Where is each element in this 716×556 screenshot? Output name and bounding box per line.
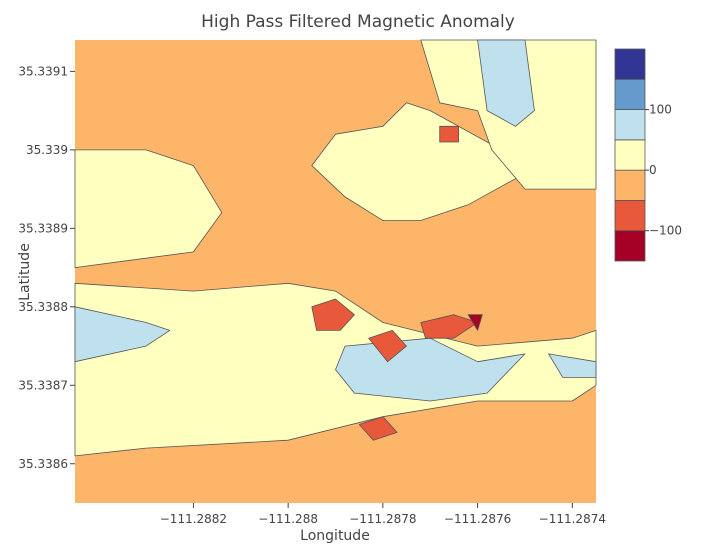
x-tick-label-3: −111.2876 xyxy=(444,512,511,526)
y-tick-label-0: 35.3386 xyxy=(18,457,68,471)
y-tick-label-2: 35.3388 xyxy=(18,300,68,314)
chart-title: High Pass Filtered Magnetic Anomaly xyxy=(201,12,515,32)
colorbar-band-3 xyxy=(614,139,646,171)
y-tick-label-1: 35.3387 xyxy=(18,378,68,392)
colorbar-tick-label-0: 100 xyxy=(649,103,672,117)
x-tick-label-0: −111.2882 xyxy=(160,512,227,526)
contour-region-12 xyxy=(439,125,459,143)
contour-region-0 xyxy=(74,149,223,268)
contour-region-4 xyxy=(74,306,171,363)
colorbar-band-5 xyxy=(614,78,646,110)
x-tick-label-2: −111.2878 xyxy=(349,512,416,526)
colorbar: 100 0 −100 xyxy=(614,48,682,262)
colorbar-band-1 xyxy=(614,200,646,232)
y-axis: 35.3386 35.3387 35.3388 35.3389 35.339 35.339… xyxy=(18,64,75,471)
x-tick-label-1: −111.288 xyxy=(258,512,318,526)
plot-area[interactable] xyxy=(74,39,597,503)
contour-region-7 xyxy=(548,353,597,378)
y-tick-label-5: 35.3391 xyxy=(18,64,68,78)
colorbar-tick-label-1: 0 xyxy=(649,163,657,177)
contour-region-10 xyxy=(368,330,407,363)
y-tick-label-3: 35.3389 xyxy=(18,221,68,235)
x-tick-label-4: −111.2874 xyxy=(539,512,606,526)
x-axis-title: Longitude xyxy=(300,528,370,544)
colorbar-tick-label-2: −100 xyxy=(649,224,682,238)
x-axis: −111.2882 −111.288 −111.2878 −111.2876 −111.… xyxy=(160,503,606,526)
colorbar-band-0 xyxy=(614,230,646,262)
y-tick-label-4: 35.339 xyxy=(26,143,68,157)
contour-region-11 xyxy=(358,416,398,441)
y-axis-title: Latitude xyxy=(17,243,33,301)
colorbar-band-4 xyxy=(614,109,646,141)
colorbar-band-2 xyxy=(614,169,646,201)
contour-region-6 xyxy=(477,39,535,127)
contour-region-13 xyxy=(467,314,483,331)
contour-regions xyxy=(74,39,597,457)
contour-region-9 xyxy=(420,314,478,339)
colorbar-band-6 xyxy=(614,48,646,80)
contour-region-8 xyxy=(311,298,355,331)
